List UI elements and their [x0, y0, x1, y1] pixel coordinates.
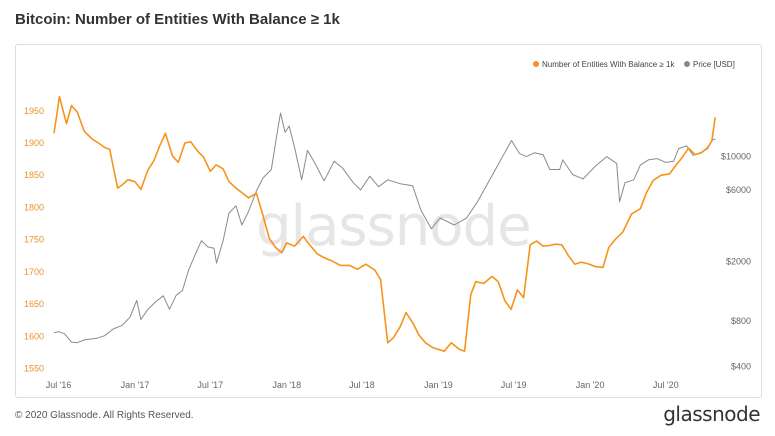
- x-tick-label: Jul '18: [349, 380, 375, 390]
- watermark: glassnode: [256, 194, 531, 259]
- series-lines: [53, 95, 716, 352]
- axes: 1550 1600 1650 1700 1750 1800 1850 1900 1950 $400…: [24, 106, 751, 390]
- x-tick-label: Jul '19: [501, 380, 527, 390]
- y-left-tick-label: 1750: [24, 235, 44, 245]
- chart-svg: glassnode Number of Entities With Balanc…: [24, 60, 751, 390]
- chart-title: Bitcoin: Number of Entities With Balance…: [15, 11, 340, 28]
- legend-label-entities: Number of Entities With Balance ≥ 1k: [542, 60, 675, 69]
- series-line-entities: [53, 95, 716, 352]
- y-left-tick-label: 1850: [24, 170, 44, 180]
- chart-panel: glassnode Number of Entities With Balanc…: [15, 44, 762, 398]
- copyright-text: © 2020 Glassnode. All Rights Reserved.: [15, 410, 194, 421]
- legend-label-price: Price [USD]: [693, 60, 735, 69]
- y-left-tick-label: 1700: [24, 267, 44, 277]
- x-tick-label: Jan '17: [121, 380, 150, 390]
- y-right-tick-label: $6000: [726, 185, 751, 195]
- y-left-tick-label: 1800: [24, 202, 44, 212]
- x-tick-label: Jan '19: [424, 380, 453, 390]
- legend-dot-entities: [533, 61, 539, 67]
- x-tick-label: Jan '18: [272, 380, 301, 390]
- y-right-tick-label: $800: [731, 316, 751, 326]
- y-right-tick-label: $400: [731, 361, 751, 371]
- y-left-tick-label: 1900: [24, 138, 44, 148]
- brand-logo: glassnode: [663, 402, 760, 426]
- x-tick-label: Jan '20: [576, 380, 605, 390]
- x-tick-label: Jul '17: [197, 380, 223, 390]
- y-left-tick-label: 1600: [24, 331, 44, 341]
- y-left-tick-label: 1950: [24, 106, 44, 116]
- y-left-tick-label: 1650: [24, 299, 44, 309]
- x-tick-label: Jul '16: [46, 380, 72, 390]
- legend-dot-price: [684, 61, 690, 67]
- y-right-tick-label: $2000: [726, 256, 751, 266]
- x-tick-label: Jul '20: [653, 380, 679, 390]
- series-line-price: [53, 112, 716, 344]
- y-right-tick-label: $10000: [721, 152, 751, 162]
- y-left-tick-label: 1550: [24, 364, 44, 374]
- legend: Number of Entities With Balance ≥ 1k Pri…: [533, 60, 735, 69]
